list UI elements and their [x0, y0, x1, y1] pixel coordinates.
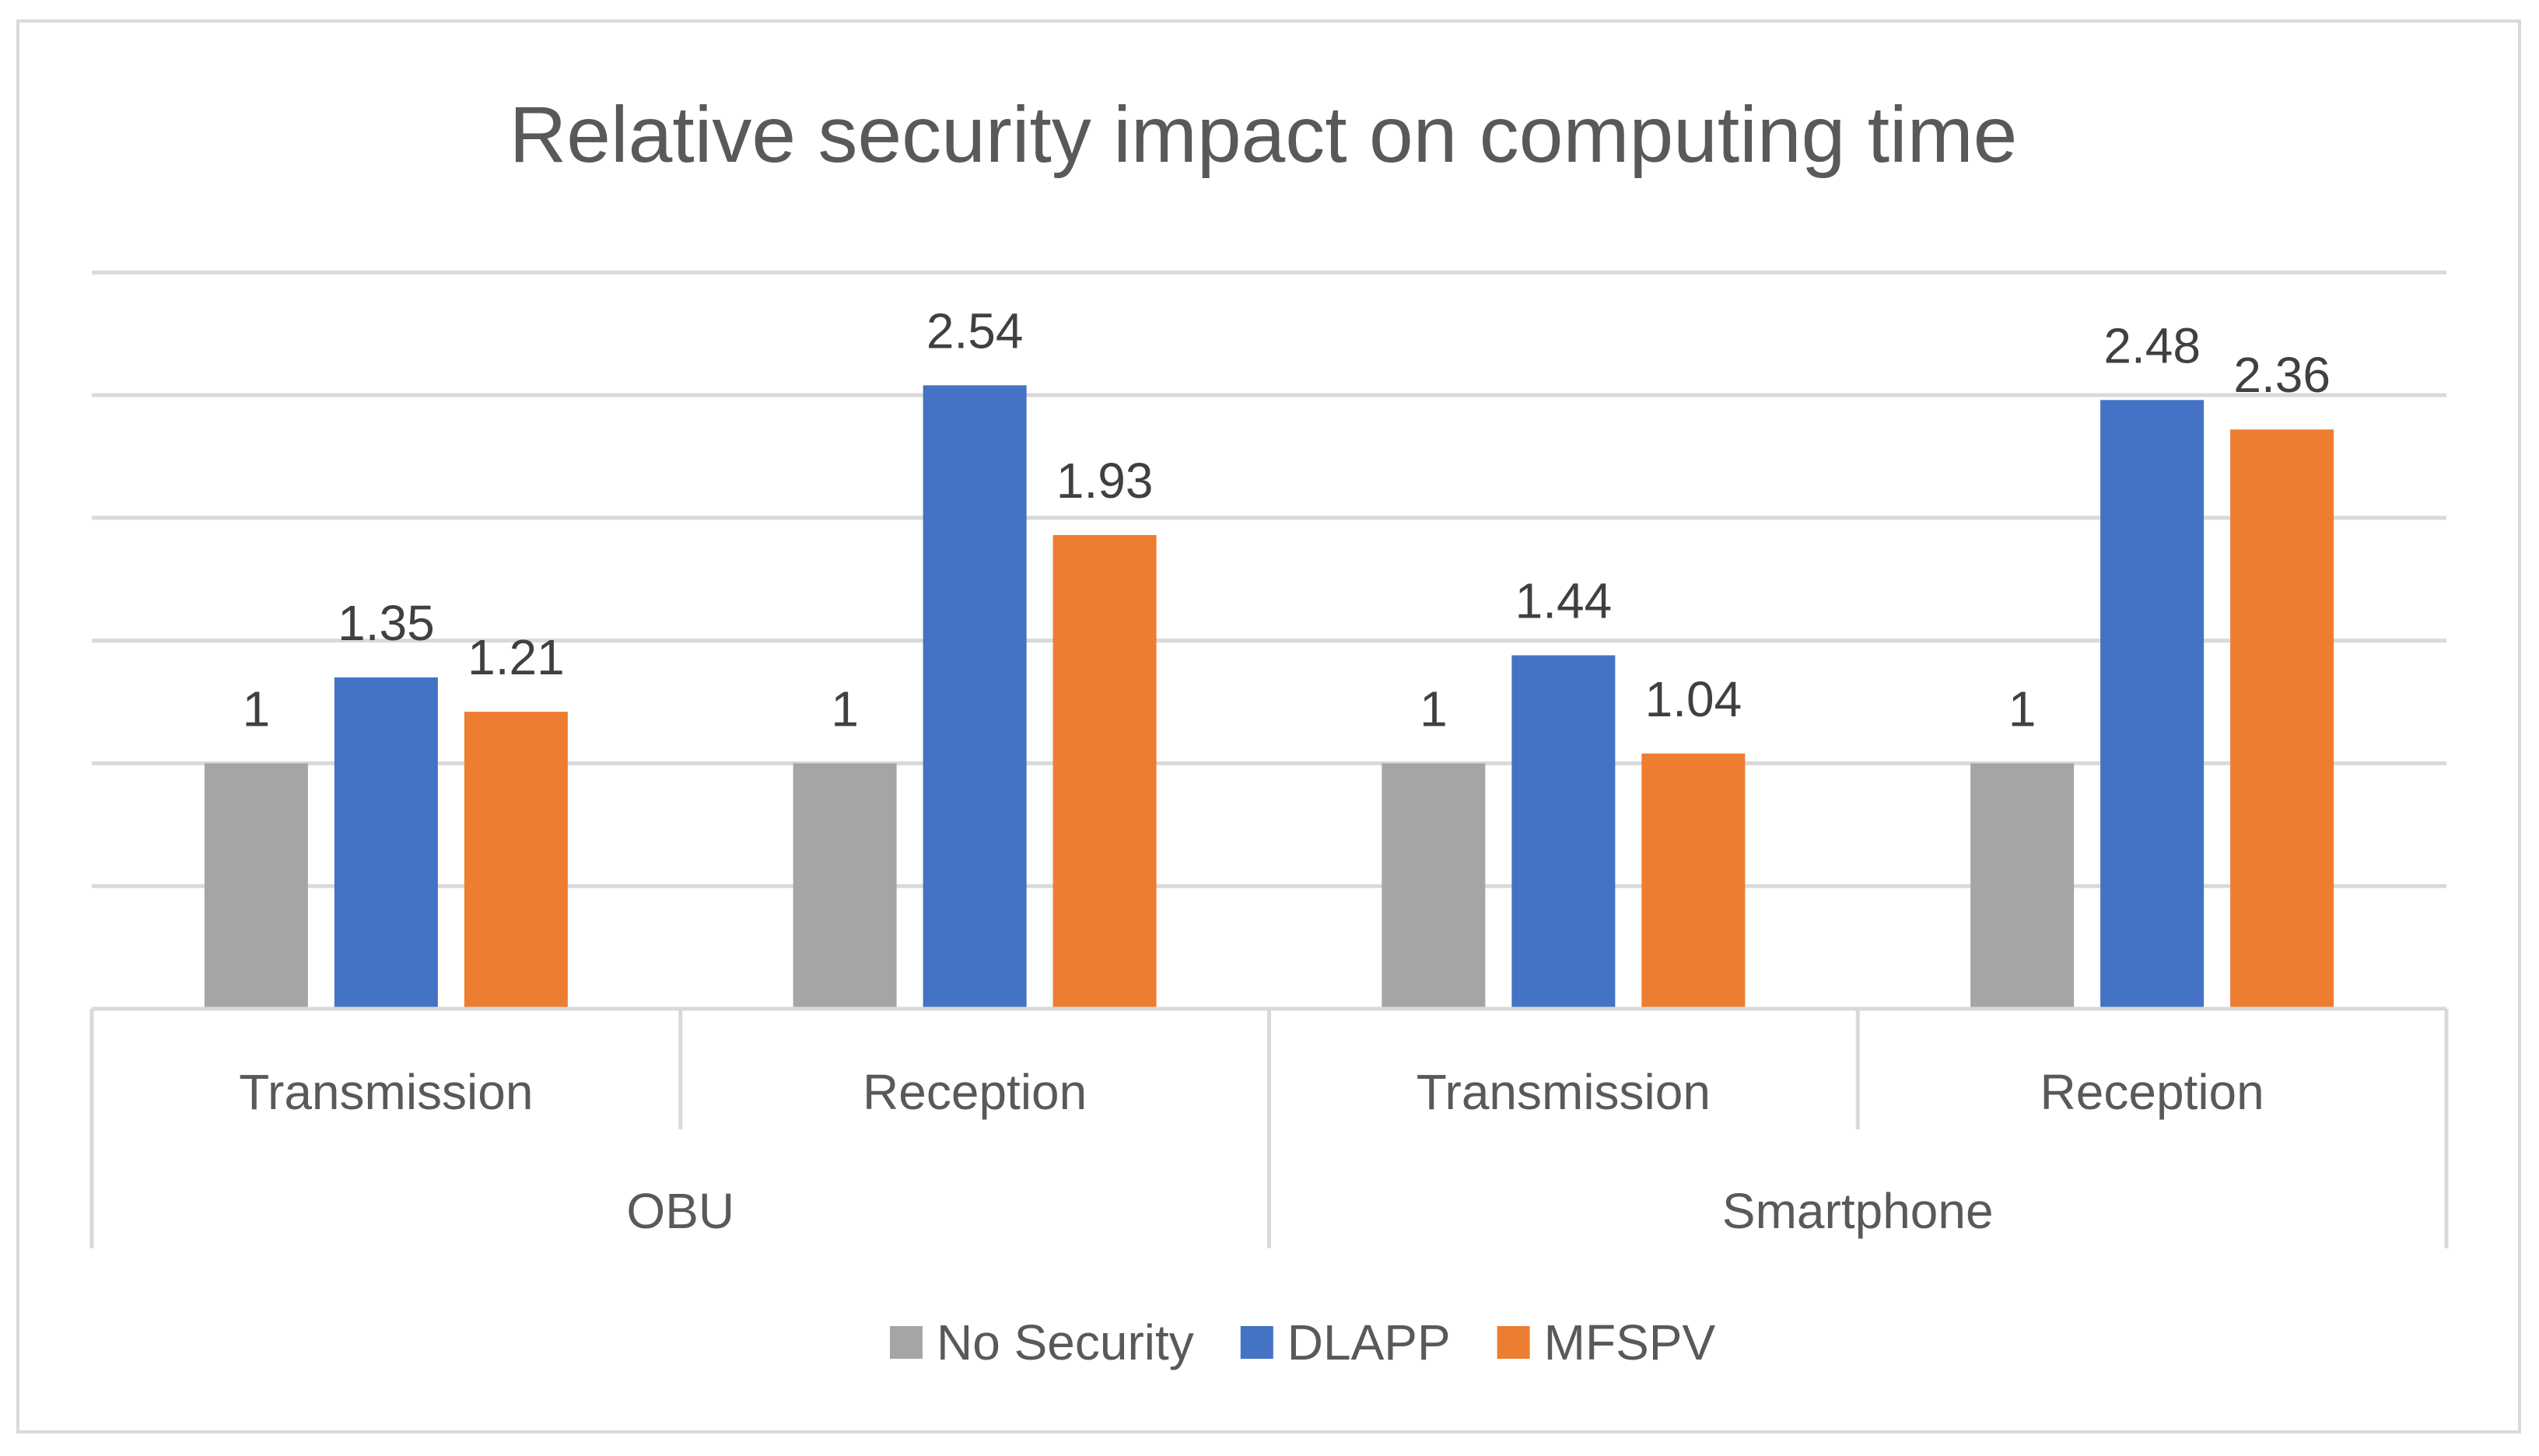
bar-dlapp — [2100, 400, 2205, 1009]
data-label-mfspv: 2.36 — [2233, 347, 2331, 403]
legend-label-no-security: No Security — [937, 1314, 1194, 1370]
category-tick-label: Reception — [863, 1064, 1087, 1120]
data-labels: 1 1.35 1.21 1 2.54 1.93 1 1.44 1.04 1 2.48 2.36 — [243, 303, 2331, 737]
data-label-no-security: 1 — [831, 681, 859, 737]
data-label-no-security: 1 — [2008, 681, 2036, 737]
bar-mfspv — [464, 712, 568, 1009]
legend-swatch-dlapp — [1240, 1326, 1273, 1359]
bar-dlapp — [923, 385, 1027, 1010]
data-label-mfspv: 1.21 — [468, 629, 565, 685]
data-label-no-security: 1 — [1420, 681, 1448, 737]
bar-no-security — [1970, 763, 2075, 1009]
data-label-mfspv: 1.93 — [1056, 453, 1154, 509]
data-label-mfspv: 1.04 — [1645, 671, 1742, 727]
data-label-dlapp: 1.35 — [338, 595, 435, 651]
data-label-no-security: 1 — [243, 681, 271, 737]
legend-swatch-no-security — [890, 1326, 923, 1359]
bar-mfspv — [2230, 429, 2334, 1009]
category-axis: Transmission Reception Transmission Recepti… — [89, 1006, 2449, 1248]
data-label-dlapp: 2.48 — [2103, 317, 2201, 373]
gridlines — [92, 270, 2446, 888]
bar-dlapp — [1511, 655, 1616, 1009]
legend-label-dlapp: DLAPP — [1287, 1314, 1451, 1370]
legend: No Security DLAPP MFSPV — [890, 1314, 1715, 1370]
bar-no-security — [1382, 763, 1486, 1009]
bar-no-security — [793, 763, 897, 1009]
group-label: OBU — [626, 1183, 734, 1239]
category-tick-label: Transmission — [1417, 1064, 1711, 1120]
group-label: Smartphone — [1722, 1183, 1994, 1239]
legend-label-mfspv: MFSPV — [1544, 1314, 1716, 1370]
data-label-dlapp: 2.54 — [926, 303, 1024, 359]
chart-title: Relative security impact on computing ti… — [510, 90, 2018, 179]
category-tick-label: Transmission — [239, 1064, 533, 1120]
legend-swatch-mfspv — [1497, 1326, 1530, 1359]
bar-no-security — [204, 763, 308, 1009]
bars — [204, 385, 2334, 1010]
data-label-dlapp: 1.44 — [1515, 573, 1613, 629]
bar-mfspv — [1052, 534, 1157, 1009]
category-tick-label: Reception — [2040, 1064, 2264, 1120]
bar-dlapp — [334, 677, 438, 1009]
bar-mfspv — [1641, 753, 1746, 1009]
